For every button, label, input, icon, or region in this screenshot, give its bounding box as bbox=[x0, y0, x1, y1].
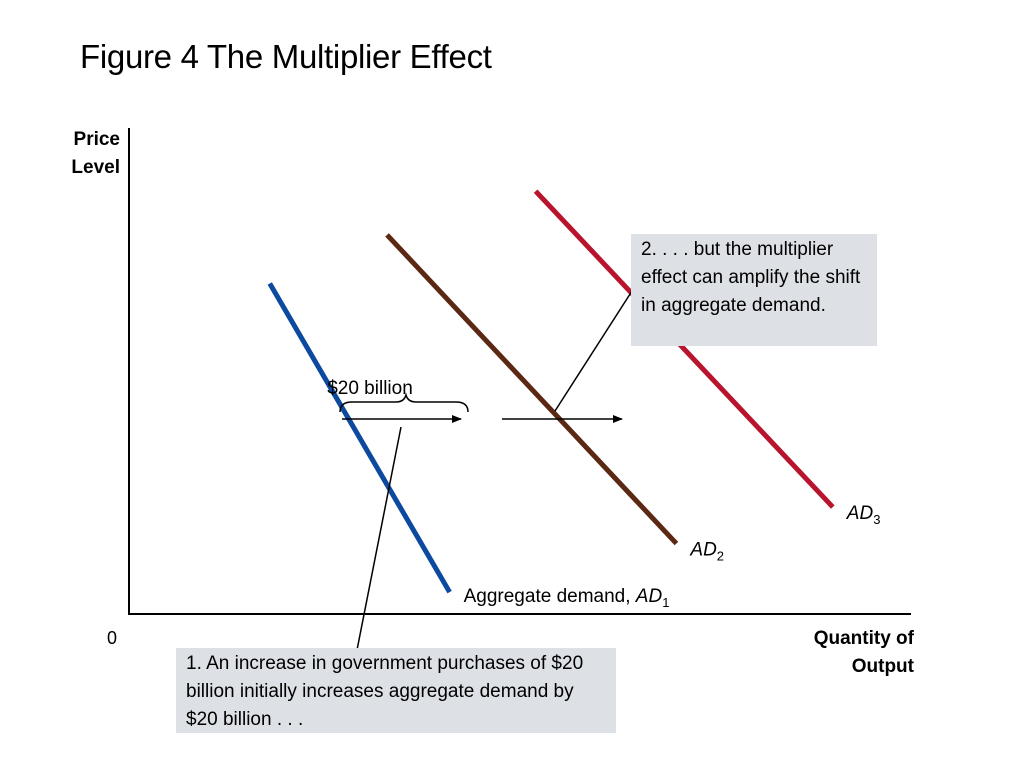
ad-curve-1 bbox=[267, 282, 452, 594]
ad-curve-label-3: AD3 bbox=[846, 503, 881, 527]
ad-curve-label-1: Aggregate demand, AD1 bbox=[464, 586, 670, 610]
y-axis-label-line-2: Level bbox=[71, 157, 120, 178]
leader-line-note-1 bbox=[356, 426, 402, 651]
y-axis-label: Price Level bbox=[40, 126, 120, 182]
ad-curve-3 bbox=[533, 189, 835, 509]
ad-curve-2 bbox=[385, 233, 679, 546]
y-axis-label-line-1: Price bbox=[73, 129, 120, 150]
x-axis-label: Quantity of Output bbox=[754, 625, 914, 681]
note-government-purchases: 1. An increase in government purchases o… bbox=[176, 648, 616, 733]
brace-label: $20 billion bbox=[327, 378, 413, 399]
x-axis-label-line-1: Quantity of bbox=[813, 628, 914, 649]
leader-line-note-2 bbox=[554, 290, 633, 412]
ad-curve-label-2: AD2 bbox=[689, 540, 724, 564]
origin-label: 0 bbox=[107, 628, 118, 648]
brace-20-billion bbox=[339, 392, 469, 413]
page-title: Figure 4 The Multiplier Effect bbox=[80, 38, 492, 75]
note-multiplier-effect: 2. . . . but the multiplier effect can a… bbox=[631, 234, 877, 346]
x-axis-label-line-2: Output bbox=[851, 656, 914, 677]
